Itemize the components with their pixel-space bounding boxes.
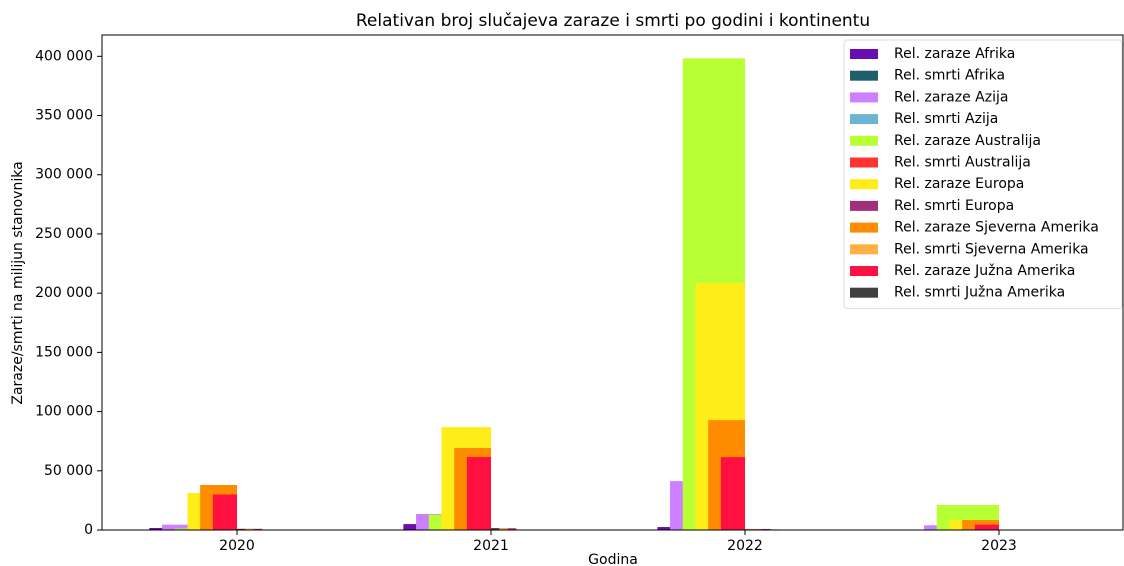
legend-label: Rel. zaraze Afrika (894, 46, 1015, 62)
y-tick-label: 50 000 (44, 463, 93, 479)
y-tick-label: 0 (84, 522, 93, 538)
y-tick-label: 400 000 (35, 48, 93, 64)
y-tick-label: 300 000 (35, 167, 93, 183)
bar (237, 528, 254, 530)
legend-swatch (850, 135, 878, 146)
legend-swatch (850, 114, 878, 125)
bar (491, 528, 508, 530)
legend-swatch (850, 287, 878, 298)
legend-swatch (850, 179, 878, 190)
y-tick-label: 350 000 (35, 108, 93, 124)
bar (491, 528, 500, 530)
legend-swatch (850, 70, 878, 81)
y-axis-label: Zaraze/smrti na milijun stanovnika (10, 161, 26, 404)
y-tick-label: 100 000 (35, 404, 93, 420)
legend-swatch (850, 157, 878, 168)
x-axis-label: Godina (588, 552, 638, 566)
legend-label: Rel. zaraze Europa (894, 176, 1024, 192)
y-tick-label: 200 000 (35, 285, 93, 301)
legend-label: Rel. zaraze Azija (894, 89, 1008, 105)
legend-label: Rel. smrti Afrika (894, 68, 1005, 84)
legend-label: Rel. zaraze Sjeverna Amerika (894, 220, 1099, 236)
x-tick-label: 2022 (727, 538, 763, 554)
bar (466, 457, 491, 530)
legend-label: Rel. zaraze Južna Amerika (894, 263, 1075, 279)
legend-swatch (850, 92, 878, 103)
legend-swatch (850, 244, 878, 255)
legend-swatch (850, 266, 878, 276)
y-tick-label: 150 000 (35, 344, 93, 360)
y-tick-label: 250 000 (35, 226, 93, 242)
bar (974, 524, 999, 530)
bar (720, 457, 745, 530)
chart-title: Relativan broj slučajeva zaraze i smrti … (356, 11, 870, 31)
legend-label: Rel. smrti Sjeverna Amerika (894, 241, 1089, 257)
legend-swatch (850, 200, 878, 211)
legend-box (843, 39, 1123, 309)
bar (237, 528, 246, 530)
x-tick-label: 2020 (219, 538, 255, 554)
x-tick-label: 2021 (473, 538, 509, 554)
plot-frame (101, 34, 1124, 531)
legend-label: Rel. zaraze Australija (894, 133, 1041, 149)
x-tick-label: 2023 (981, 538, 1017, 554)
legend-label: Rel. smrti Australija (894, 155, 1031, 171)
legend-swatch (850, 222, 878, 233)
bar (212, 494, 237, 530)
legend-label: Rel. smrti Azija (894, 111, 998, 127)
legend-label: Rel. smrti Južna Amerika (894, 285, 1065, 301)
legend-swatch (850, 49, 878, 59)
legend-label: Rel. smrti Europa (894, 198, 1014, 214)
